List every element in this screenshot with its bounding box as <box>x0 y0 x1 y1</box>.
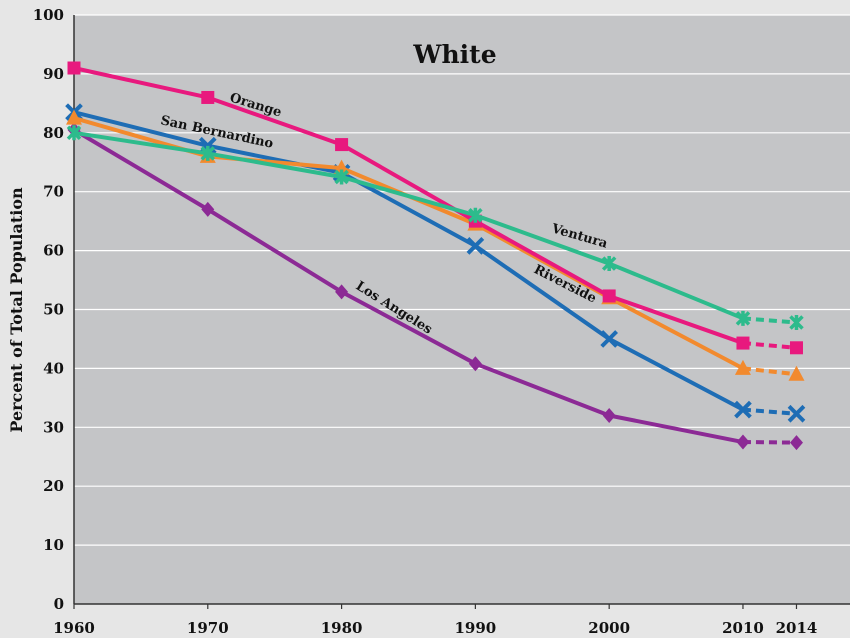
y-axis-title: Percent of Total Population <box>7 187 26 433</box>
point-los-angeles-1980 <box>335 284 349 300</box>
point-riverside-2010 <box>734 359 751 375</box>
point-ventura-2000 <box>601 256 617 272</box>
chart-title: White <box>412 40 496 69</box>
series-projection-san-bernardino <box>742 407 797 416</box>
series-line-san-bernardino <box>73 110 744 412</box>
point-riverside-2014 <box>788 365 805 381</box>
gridlines <box>74 14 850 546</box>
y-tick-label-10: 10 <box>43 536 64 554</box>
y-tick-label-80: 80 <box>43 124 64 142</box>
point-los-angeles-2000 <box>602 408 616 424</box>
series-projection-riverside <box>742 366 797 377</box>
x-tick-label-1980: 1980 <box>321 619 363 637</box>
x-tick-label-2010: 2010 <box>722 619 764 637</box>
point-ventura-2014 <box>789 314 804 330</box>
y-tick-label-90: 90 <box>43 65 64 83</box>
point-ventura-1980 <box>334 169 349 185</box>
series-projection-los-angeles <box>742 440 797 445</box>
y-tick-label-40: 40 <box>43 359 64 377</box>
point-orange-1970 <box>201 90 215 104</box>
point-los-angeles-1990 <box>468 356 482 372</box>
point-ventura-1970 <box>200 145 216 161</box>
y-tick-label-100: 100 <box>33 6 64 24</box>
point-orange-1960 <box>67 61 81 75</box>
x-tick-label-2014: 2014 <box>776 619 818 637</box>
point-san-bernardino-2014 <box>787 404 806 423</box>
y-tick-label-30: 30 <box>43 418 64 436</box>
series-line-orange <box>73 66 744 345</box>
point-ventura-1990 <box>468 207 483 223</box>
y-tick-label-70: 70 <box>43 183 64 201</box>
point-san-bernardino-2000 <box>600 330 619 348</box>
point-los-angeles-1970 <box>201 201 215 217</box>
x-axis-ticks: 1960 1970 1980 1990 2000 2010 2014 <box>53 604 817 637</box>
series-line-ventura <box>73 130 744 321</box>
series-line-los-angeles <box>72 128 744 444</box>
y-axis-ticks: 0 10 20 30 40 50 60 70 80 90 100 <box>33 6 64 613</box>
point-riverside-1960 <box>66 109 82 125</box>
series-layer <box>65 61 806 451</box>
point-los-angeles-2014 <box>789 435 803 451</box>
point-orange-2010 <box>736 336 750 350</box>
point-orange-1980 <box>335 138 349 152</box>
x-tick-label-1960: 1960 <box>53 619 95 637</box>
series-projection-orange <box>742 341 797 350</box>
x-tick-label-1970: 1970 <box>187 619 229 637</box>
point-orange-2014 <box>789 341 803 355</box>
series-projection-ventura <box>742 316 797 325</box>
y-tick-label-60: 60 <box>43 242 64 260</box>
x-tick-label-1990: 1990 <box>455 619 497 637</box>
point-orange-2000 <box>602 289 616 303</box>
series-ventura <box>66 125 804 330</box>
point-ventura-2010 <box>735 310 751 326</box>
series-san-bernardino <box>65 103 806 423</box>
point-san-bernardino-1990 <box>466 237 485 255</box>
series-los-angeles <box>67 122 803 451</box>
point-ventura-1960 <box>66 125 82 141</box>
point-san-bernardino-2010 <box>734 400 752 419</box>
x-tick-label-2000: 2000 <box>588 619 630 637</box>
y-tick-label-0: 0 <box>54 595 64 613</box>
point-los-angeles-2010 <box>736 434 750 450</box>
y-tick-label-50: 50 <box>43 301 64 319</box>
series-orange <box>67 61 803 355</box>
y-tick-label-20: 20 <box>43 477 64 495</box>
